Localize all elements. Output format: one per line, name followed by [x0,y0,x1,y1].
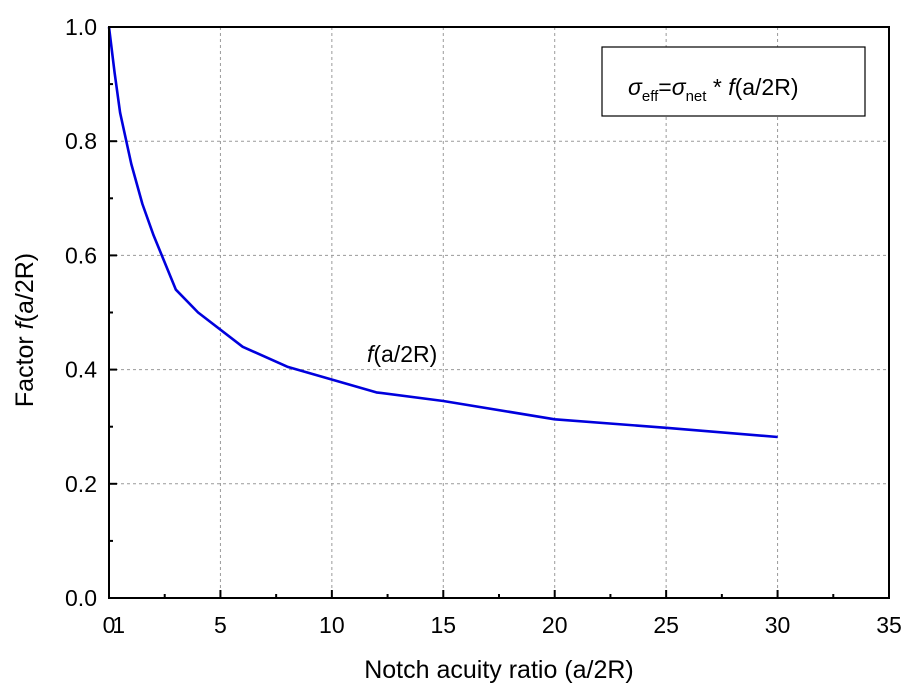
y-tick-label: 0.0 [65,585,97,611]
legend-eff: eff [642,88,659,105]
y-tick-label: 1.0 [65,14,97,40]
legend-text: σeff=σnet * f(a/2R) [628,74,798,105]
series-layer [107,26,778,439]
legend-star: * [706,74,728,100]
legend-equals: = [658,74,671,100]
series-label: f(a/2R) [367,341,437,367]
y-axis-title-fn: f [11,319,39,329]
x-tick-label: 20 [542,612,568,638]
x-axis-title: Notch acuity ratio (a/2R) [364,656,634,684]
series-label-arg: (a/2R) [373,341,437,367]
x-tick-label: 5 [214,612,227,638]
legend-sigma-2: σ [672,74,687,100]
legend-box [601,46,866,117]
legend-sigma-1: σ [628,74,643,100]
y-tick-label: 0.4 [65,357,97,383]
legend-fn: f [728,74,737,100]
y-tick-label: 0.8 [65,128,97,154]
tick-layer: 0 5 10 15 20 25 30 35 1 0.0 0.2 0.4 0.6 0.8 1.0 [65,14,902,638]
series-line [107,26,778,439]
y-axis-title: Factor f(a/2R) [11,253,39,407]
plot-frame [108,26,890,599]
x-tick-label: 0 [103,612,116,638]
x-tick-label: 30 [765,612,791,638]
x-tick-label-extra: 1 [112,612,125,638]
y-axis-title-prefix: Factor [11,329,39,407]
legend-arg: (a/2R) [735,74,799,100]
grid-layer [109,27,889,598]
y-tick-label: 0.6 [65,242,97,268]
legend-net: net [686,88,708,105]
y-tick-label: 0.2 [65,471,97,497]
x-tick-label: 25 [653,612,679,638]
x-tick-label: 10 [319,612,345,638]
y-axis-title-arg: (a/2R) [11,253,39,322]
series-label-fn: f [367,341,376,367]
x-tick-label: 15 [430,612,456,638]
x-tick-label: 35 [876,612,902,638]
